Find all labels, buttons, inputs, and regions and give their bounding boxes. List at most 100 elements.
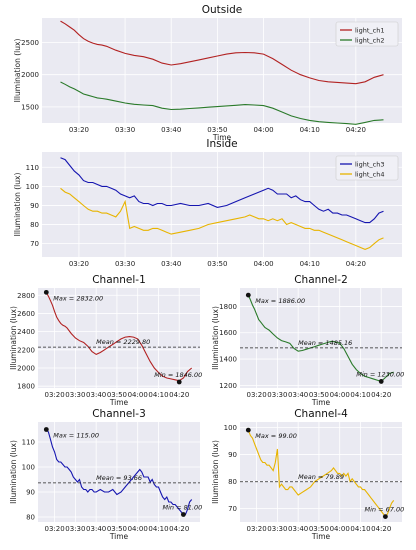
y-tick-label: 2600 bbox=[17, 310, 35, 318]
y-tick-label: 110 bbox=[26, 164, 39, 172]
y-tick-label: 80 bbox=[228, 478, 237, 486]
min-annotation: Min = 1230.00 bbox=[356, 370, 404, 378]
x-tick-label: 03:50 bbox=[309, 391, 329, 399]
x-tick-label: 03:40 bbox=[86, 391, 106, 399]
y-tick-label: 2200 bbox=[17, 346, 35, 354]
x-tick-label: 03:20 bbox=[45, 525, 65, 533]
y-tick-label: 2400 bbox=[17, 328, 35, 336]
max-point bbox=[43, 289, 49, 295]
x-tick-label: 03:20 bbox=[69, 260, 89, 268]
min-point bbox=[176, 379, 182, 385]
min-annotation: Min = 67.00 bbox=[365, 506, 405, 514]
plot-background bbox=[240, 422, 402, 522]
y-axis-label: Illumination (lux) bbox=[211, 306, 220, 370]
series-line bbox=[45, 429, 193, 516]
chart-ch1: 03:20 03:30 03:40 03:50 04:00 04:10 04:20 1800 2… bbox=[9, 274, 202, 407]
min-annotation: Min = 81.00 bbox=[163, 504, 203, 512]
x-tick-label: 03:20 bbox=[69, 126, 89, 134]
legend-label: light_ch3 bbox=[355, 160, 385, 168]
x-tick-label: 04:10 bbox=[300, 260, 320, 268]
min-annotation: Min = 1846.00 bbox=[154, 371, 202, 379]
y-tick-label: 2000 bbox=[17, 365, 35, 373]
x-tick-label: 03:30 bbox=[65, 391, 85, 399]
min-point bbox=[382, 514, 388, 519]
y-tick-label: 1500 bbox=[21, 103, 39, 111]
y-axis-label: Illumination (lux) bbox=[13, 39, 22, 103]
x-tick-label: 04:20 bbox=[169, 391, 189, 399]
x-tick-label: 04:20 bbox=[371, 391, 391, 399]
x-tick-label: 04:10 bbox=[148, 525, 168, 533]
chart-title: Channel-4 bbox=[294, 408, 348, 420]
y-tick-label: 2800 bbox=[17, 292, 35, 300]
x-tick-label: 03:30 bbox=[115, 126, 135, 134]
x-axis-label: Time bbox=[311, 532, 331, 541]
mean-annotation: Mean = 2229.80 bbox=[96, 338, 150, 346]
x-tick-label: 03:40 bbox=[288, 525, 308, 533]
y-tick-label: 70 bbox=[30, 240, 39, 248]
x-tick-label: 03:50 bbox=[309, 525, 329, 533]
x-tick-label: 03:40 bbox=[161, 126, 181, 134]
chart-title: Outside bbox=[202, 4, 243, 16]
x-tick-label: 04:10 bbox=[148, 391, 168, 399]
chart-title: Channel-2 bbox=[294, 274, 348, 286]
max-point bbox=[245, 427, 251, 433]
y-tick-label: 90 bbox=[30, 202, 39, 210]
x-tick-label: 03:30 bbox=[267, 525, 287, 533]
y-tick-label: 110 bbox=[22, 439, 35, 447]
y-tick-label: 1600 bbox=[219, 329, 237, 337]
x-tick-label: 04:00 bbox=[128, 391, 148, 399]
y-tick-label: 100 bbox=[22, 464, 35, 472]
x-tick-label: 04:20 bbox=[169, 525, 189, 533]
x-tick-label: 03:30 bbox=[267, 391, 287, 399]
y-tick-label: 1400 bbox=[219, 356, 237, 364]
x-axis-label: Time bbox=[109, 532, 129, 541]
x-tick-label: 04:10 bbox=[300, 126, 320, 134]
x-tick-label: 04:00 bbox=[128, 525, 148, 533]
y-tick-label: 90 bbox=[228, 451, 237, 459]
mean-annotation: Mean = 93.66 bbox=[96, 474, 142, 482]
chart-inside: 03:20 03:30 03:40 03:50 04:00 04:10 04:20 70 80 9… bbox=[13, 138, 402, 268]
chart-title: Inside bbox=[206, 138, 237, 150]
plot-background bbox=[38, 288, 200, 388]
x-tick-label: 04:20 bbox=[346, 126, 366, 134]
max-annotation: Max = 2832.00 bbox=[53, 294, 103, 302]
x-tick-label: 03:20 bbox=[247, 525, 267, 533]
max-annotation: Max = 99.00 bbox=[255, 432, 297, 440]
y-tick-label: 1200 bbox=[219, 382, 237, 390]
y-axis-label: Illumination (lux) bbox=[9, 306, 18, 370]
legend: light_ch3 light_ch4 bbox=[335, 155, 399, 181]
chart-outside: 03:20 03:30 03:40 03:50 04:00 04:10 04:20 1500 2… bbox=[13, 4, 402, 142]
x-tick-label: 03:40 bbox=[288, 391, 308, 399]
y-tick-label: 2000 bbox=[21, 71, 39, 79]
x-tick-label: 04:00 bbox=[330, 525, 350, 533]
x-tick-label: 03:50 bbox=[107, 391, 127, 399]
series-line-light_ch2 bbox=[60, 81, 384, 125]
mean-annotation: Mean = 79.89 bbox=[298, 473, 344, 481]
y-axis-label: Illumination (lux) bbox=[211, 440, 220, 504]
plot-background bbox=[240, 288, 402, 388]
x-axis-label: Time bbox=[311, 398, 331, 407]
series-line-light_ch4 bbox=[60, 187, 384, 250]
x-tick-label: 04:00 bbox=[253, 126, 273, 134]
max-annotation: Max = 1886.00 bbox=[255, 297, 305, 305]
y-tick-label: 80 bbox=[30, 221, 39, 229]
legend-label: light_ch1 bbox=[355, 26, 385, 34]
series-line bbox=[247, 429, 395, 518]
x-axis-label: Time bbox=[109, 398, 129, 407]
chart-title: Channel-1 bbox=[92, 274, 146, 286]
chart-ch3: 03:20 03:30 03:40 03:50 04:00 04:10 04:20 80 90 1… bbox=[9, 408, 202, 541]
x-axis-label: Time bbox=[212, 133, 232, 142]
y-tick-label: 100 bbox=[26, 183, 39, 191]
y-tick-label: 1800 bbox=[219, 303, 237, 311]
x-tick-label: 04:00 bbox=[330, 391, 350, 399]
chart-ch4: 03:20 03:30 03:40 03:50 04:00 04:10 04:20 70 80 9… bbox=[211, 408, 404, 541]
y-axis-label: Illumination (lux) bbox=[9, 440, 18, 504]
min-point bbox=[378, 379, 384, 384]
chart-title: Channel-3 bbox=[92, 408, 146, 420]
x-tick-label: 03:30 bbox=[65, 525, 85, 533]
max-point bbox=[245, 292, 251, 298]
x-tick-label: 04:00 bbox=[253, 260, 273, 268]
x-tick-label: 04:10 bbox=[350, 525, 370, 533]
legend-label: light_ch4 bbox=[355, 170, 385, 178]
